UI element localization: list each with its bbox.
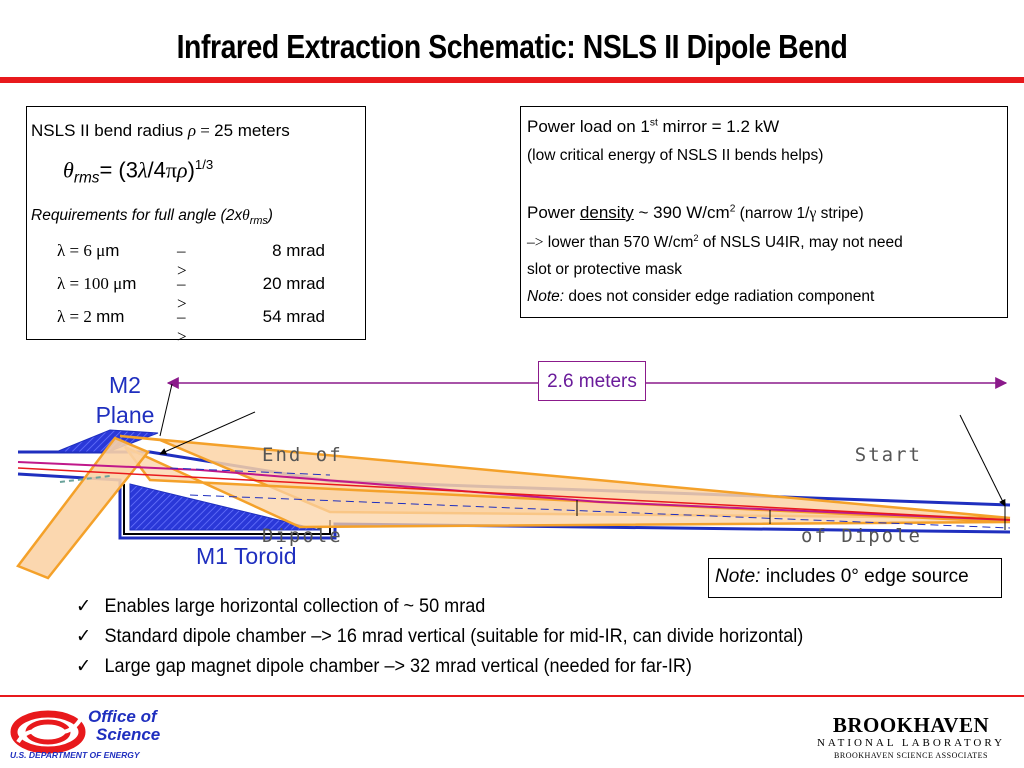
title-rule [0, 77, 1024, 83]
check-icon: ✓ [76, 656, 92, 677]
reflected-beam [16, 436, 151, 580]
footer-rule [0, 695, 1024, 697]
bend-radius-line: NSLS II bend radius ρ = 25 meters [31, 121, 290, 140]
list-item: ✓ Standard dipole chamber –> 16 mrad vert… [76, 622, 803, 652]
m2-plane-mirror [55, 429, 159, 453]
edge-radiation-note: Note: does not consider edge radiation c… [527, 288, 875, 305]
check-icon: ✓ [76, 626, 92, 647]
comparison-line: –> lower than 570 W/cm2 of NSLS U4IR, ma… [527, 233, 903, 252]
power-load-box: Power load on 1st mirror = 1.2 kW (low c… [520, 106, 1008, 318]
reference-line [17, 467, 1011, 521]
power-load-note: (low critical energy of NSLS II bends he… [527, 147, 824, 164]
dashed-guide [169, 467, 331, 476]
m1-toroid-label: M1 Toroid [196, 543, 297, 569]
theta-rms-formula: θrms= (3λ/4πρ)1/3 [63, 157, 214, 187]
office-of-science-logo: Office of Science U.S. DEPARTMENT OF ENE… [10, 707, 161, 761]
m2-plane-label: M2 Plane [95, 372, 155, 428]
edge-source-note: Note: includes 0° edge source [708, 558, 1002, 598]
m1-toroid-mirror [129, 483, 321, 531]
start-of-dipole-leader [959, 414, 1006, 507]
doe-swirl-icon [10, 710, 86, 754]
start-of-dipole-label: Start of Dipole [801, 444, 922, 547]
brookhaven-logo: BROOKHAVEN NATIONAL LABORATORY BROOKHAVE… [816, 713, 1006, 760]
electron-orbit [17, 461, 1011, 521]
list-item: ✓ Enables large horizontal collection of … [76, 592, 803, 622]
dashed-guide [189, 494, 1011, 529]
summary-list: ✓ Enables large horizontal collection of … [76, 592, 842, 682]
slide-title: Infrared Extraction Schematic: NSLS II D… [176, 28, 848, 65]
radiation-fan-lower [124, 445, 1011, 529]
power-density-line: Power density ~ 390 W/cm2 (narrow 1/γ st… [527, 203, 864, 222]
comparison-line-2: slot or protective mask [527, 261, 683, 278]
end-of-dipole-leader [159, 411, 256, 455]
end-of-dipole-label: End of Dipole [262, 444, 343, 547]
list-item: ✓ Large gap magnet dipole chamber –> 32 m… [76, 652, 803, 682]
check-icon: ✓ [76, 596, 92, 617]
requirements-line: Requirements for full angle (2xθrms) [31, 207, 273, 228]
bend-parameters-box: NSLS II bend radius ρ = 25 meters θrms= … [26, 106, 366, 346]
span-length-label: 2.6 meters [538, 361, 646, 401]
m2-leader [159, 383, 173, 437]
power-load-line: Power load on 1st mirror = 1.2 kW [527, 117, 780, 136]
